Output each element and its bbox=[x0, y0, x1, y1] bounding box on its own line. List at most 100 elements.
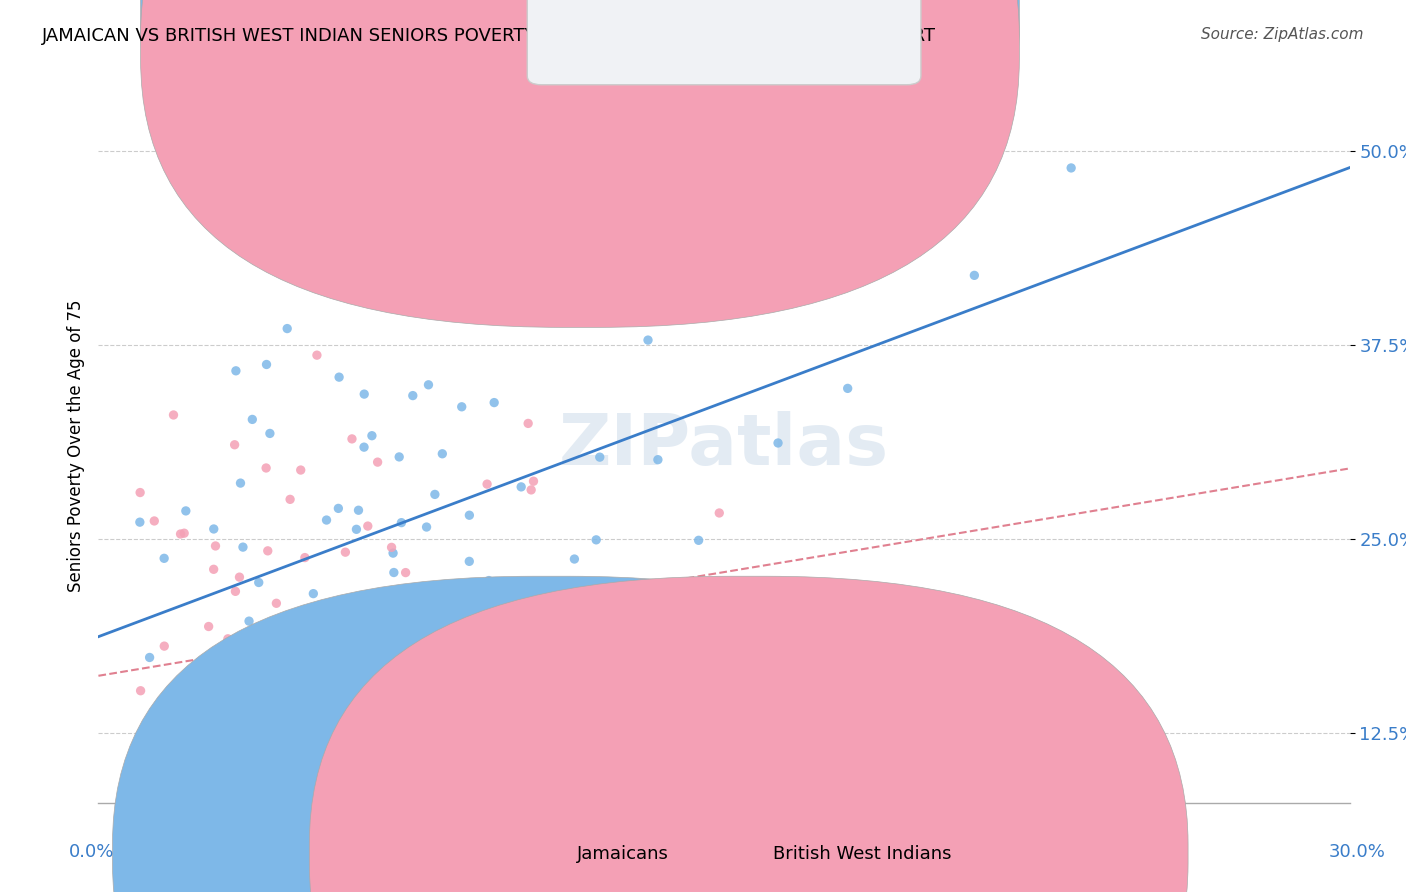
Text: Source: ZipAtlas.com: Source: ZipAtlas.com bbox=[1201, 27, 1364, 42]
Point bbox=[198, 796, 221, 810]
Point bbox=[328, 501, 350, 516]
Point bbox=[534, 621, 557, 635]
Text: British West Indians: British West Indians bbox=[773, 845, 952, 863]
Point bbox=[238, 614, 260, 628]
Point bbox=[382, 566, 405, 580]
Text: 0.112: 0.112 bbox=[637, 36, 693, 54]
Point bbox=[129, 683, 152, 698]
Point bbox=[405, 651, 427, 665]
Point bbox=[138, 650, 160, 665]
Point bbox=[520, 483, 543, 497]
Text: R =: R = bbox=[609, 2, 648, 20]
Point bbox=[439, 831, 461, 846]
Point bbox=[342, 677, 364, 691]
Point bbox=[637, 333, 659, 347]
Point bbox=[224, 748, 246, 763]
Text: 0.293: 0.293 bbox=[637, 2, 693, 20]
Point bbox=[503, 628, 526, 642]
Point bbox=[218, 673, 240, 687]
Point bbox=[269, 644, 291, 658]
Point bbox=[382, 735, 405, 749]
Point bbox=[522, 474, 544, 488]
Point bbox=[564, 552, 586, 566]
Point bbox=[517, 417, 540, 431]
Point bbox=[353, 387, 375, 401]
Point bbox=[315, 513, 337, 527]
Point bbox=[766, 436, 789, 450]
Point bbox=[709, 506, 731, 520]
Point bbox=[499, 598, 522, 612]
Point bbox=[391, 516, 413, 530]
Point bbox=[174, 504, 197, 518]
Point bbox=[475, 477, 498, 491]
Text: 0.0%: 0.0% bbox=[69, 843, 114, 861]
Point bbox=[470, 631, 492, 645]
Point bbox=[367, 455, 389, 469]
Point bbox=[142, 707, 165, 722]
Point bbox=[340, 432, 363, 446]
Point bbox=[837, 381, 859, 395]
Point bbox=[278, 492, 301, 507]
Point bbox=[238, 675, 260, 690]
Point bbox=[382, 546, 405, 560]
Point bbox=[675, 208, 697, 222]
Point bbox=[432, 447, 454, 461]
Point bbox=[323, 791, 346, 805]
Point bbox=[350, 678, 373, 692]
Point bbox=[323, 610, 346, 624]
Point bbox=[350, 858, 373, 872]
Point bbox=[734, 237, 756, 252]
Point bbox=[333, 610, 356, 624]
Point bbox=[211, 685, 233, 699]
Point bbox=[512, 613, 534, 627]
Point bbox=[202, 522, 225, 536]
Point bbox=[458, 554, 481, 568]
Point bbox=[204, 539, 226, 553]
Point bbox=[169, 527, 191, 541]
Point bbox=[138, 771, 160, 785]
Point bbox=[458, 508, 481, 523]
Point bbox=[380, 541, 402, 555]
Point bbox=[388, 743, 411, 757]
Point bbox=[173, 526, 195, 541]
Point bbox=[215, 700, 238, 714]
Point bbox=[277, 632, 299, 647]
Point bbox=[259, 426, 281, 441]
Point bbox=[548, 617, 571, 632]
Point bbox=[481, 595, 503, 609]
Point bbox=[585, 533, 607, 547]
Point bbox=[373, 779, 395, 793]
Point bbox=[162, 408, 184, 422]
Point bbox=[290, 463, 312, 477]
Point bbox=[335, 545, 357, 559]
Point bbox=[134, 769, 156, 783]
Text: N =: N = bbox=[658, 2, 710, 20]
Point bbox=[482, 395, 505, 409]
Point bbox=[247, 575, 270, 590]
Point bbox=[143, 514, 166, 528]
Point bbox=[347, 503, 370, 517]
Point bbox=[297, 623, 319, 637]
Point bbox=[188, 657, 211, 671]
FancyBboxPatch shape bbox=[141, 0, 1019, 294]
Point bbox=[468, 644, 491, 658]
Point bbox=[1060, 161, 1083, 175]
Point bbox=[353, 440, 375, 454]
Point bbox=[202, 562, 225, 576]
Point bbox=[589, 450, 612, 464]
Point bbox=[225, 858, 247, 872]
Point bbox=[294, 550, 316, 565]
Point bbox=[429, 638, 451, 652]
Point bbox=[128, 515, 150, 529]
Point bbox=[225, 777, 247, 791]
Point bbox=[361, 428, 384, 442]
Point bbox=[458, 580, 481, 594]
Point bbox=[449, 582, 471, 596]
Point bbox=[311, 804, 333, 818]
Point bbox=[256, 544, 278, 558]
Point bbox=[238, 818, 260, 832]
Point bbox=[357, 519, 380, 533]
Text: R =: R = bbox=[609, 36, 654, 54]
Point bbox=[305, 348, 328, 362]
Point bbox=[662, 583, 685, 598]
